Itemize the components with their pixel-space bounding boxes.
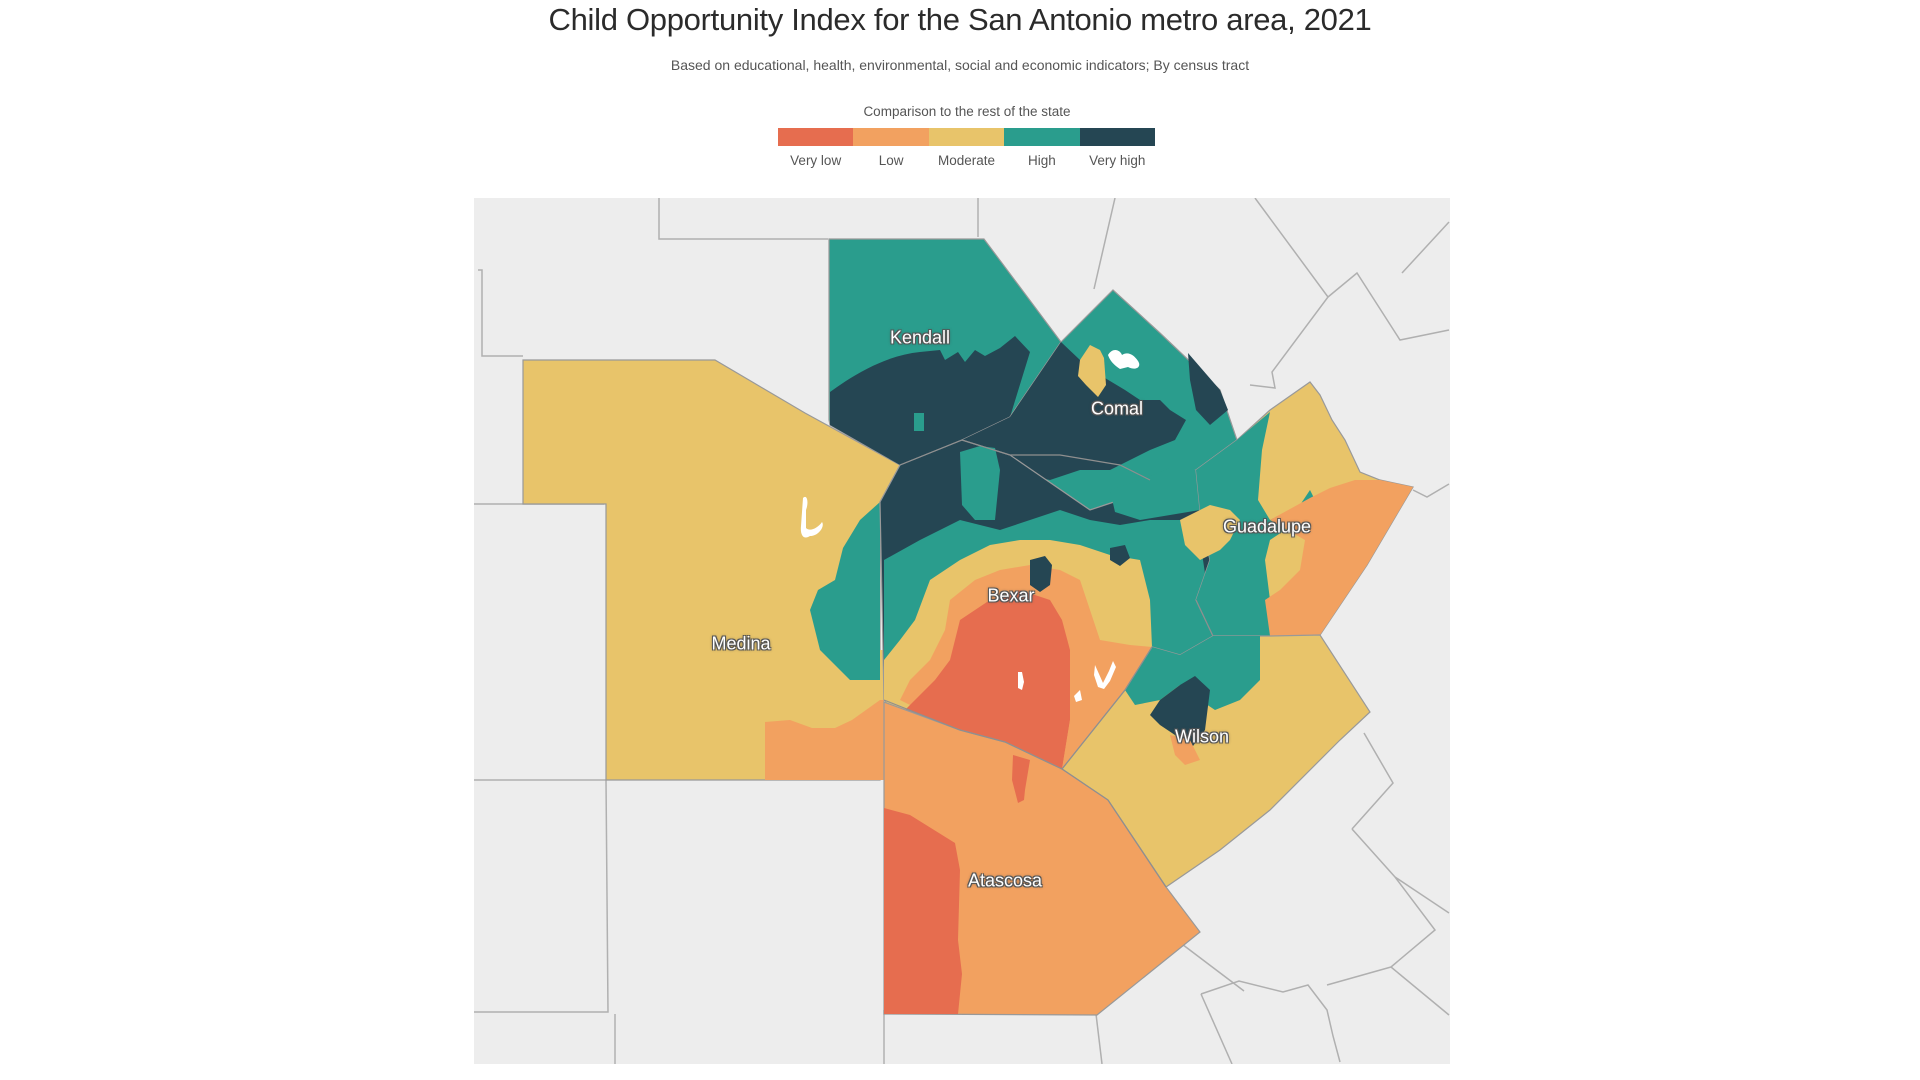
legend-swatch-very-low (778, 128, 854, 146)
neighbor-county-borders (474, 198, 1450, 1064)
legend-label-very-low: Very low (790, 153, 842, 168)
county-borders (883, 439, 1214, 888)
county-wilson[interactable] (1061, 634, 1371, 888)
county-label-guadalupe: Guadalupe (1222, 516, 1312, 537)
legend-swatch-high (1004, 128, 1080, 146)
legend-label-low: Low (878, 153, 904, 168)
county-medina[interactable] (522, 359, 901, 781)
county-label-comal: Comal (1090, 398, 1144, 419)
county-label-bexar: Bexar (987, 585, 1035, 606)
county-label-kendall: Kendall (889, 327, 951, 348)
legend-swatch-very-high (1079, 128, 1155, 146)
county-label-wilson: Wilson (1174, 726, 1230, 747)
legend-label-high: High (1027, 153, 1056, 168)
legend-label-very-high: Very high (1089, 153, 1146, 168)
page-subtitle: Based on educational, health, environmen… (670, 57, 1250, 73)
page-title: Child Opportunity Index for the San Anto… (548, 2, 1372, 37)
county-label-atascosa: Atascosa (967, 870, 1043, 891)
choropleth-map[interactable]: Kendall Comal Guadalupe Bexar Medina Wil… (474, 198, 1450, 1064)
county-bexar[interactable] (879, 439, 1214, 770)
county-label-medina: Medina (711, 633, 771, 654)
legend-labels: Very low Low Moderate High Very high (778, 153, 1155, 168)
county-kendall[interactable] (828, 238, 1062, 466)
legend-label-moderate: Moderate (937, 153, 995, 168)
legend-swatch-low (853, 128, 929, 146)
legend-swatch-moderate (928, 128, 1005, 146)
map-canvas (474, 198, 1450, 1064)
county-guadalupe[interactable] (1180, 381, 1414, 637)
legend-title: Comparison to the rest of the state (863, 104, 1071, 119)
legend-color-bar (778, 128, 1155, 146)
